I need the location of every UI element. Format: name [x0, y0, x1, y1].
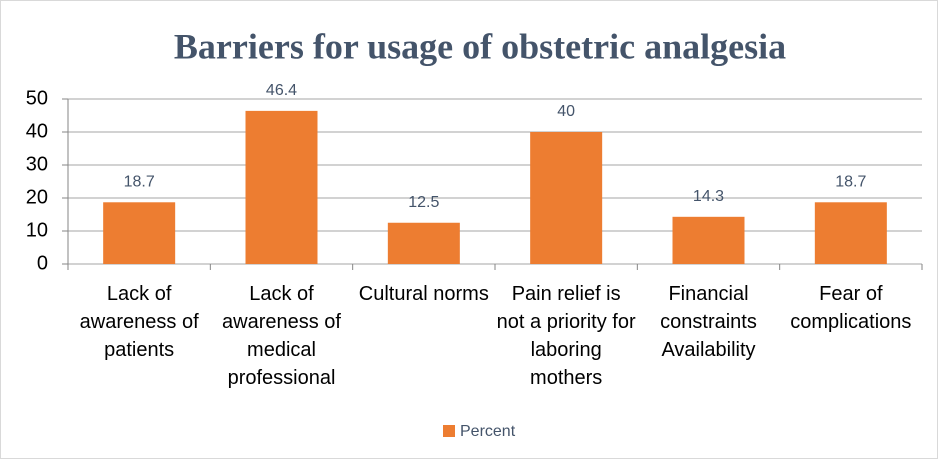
x-tick-label: Lack of awareness of medical professiona… [222, 283, 341, 389]
data-label: 18.7 [124, 174, 155, 191]
x-tick-label: Lack of awareness of patients [79, 283, 199, 361]
y-tick-label: 40 [26, 120, 48, 142]
y-tick-label: 30 [26, 153, 48, 175]
bar [387, 222, 460, 264]
x-tick-label: Pain relief is not a priority for labori… [496, 283, 636, 389]
data-label: 46.4 [266, 82, 297, 99]
data-label: 14.3 [693, 188, 724, 205]
data-label: 40 [557, 103, 575, 120]
bar [814, 202, 887, 264]
x-tick-label: Fear of complications [790, 283, 912, 333]
legend-label: Percent [460, 423, 516, 440]
y-tick-label: 0 [37, 252, 48, 274]
bar [245, 110, 318, 264]
bar [672, 216, 745, 264]
y-tick-label: 10 [26, 219, 48, 241]
data-label: 18.7 [835, 174, 866, 191]
legend-swatch [443, 425, 455, 437]
x-tick-label: Financial constraints Availability [660, 283, 757, 361]
chart-title: Barriers for usage of obstetric analgesi… [174, 26, 786, 66]
y-tick-label: 50 [26, 87, 48, 109]
bar [103, 202, 176, 264]
bar [530, 132, 603, 264]
y-tick-label: 20 [26, 186, 48, 208]
data-label: 12.5 [408, 194, 439, 211]
x-tick-label: Cultural norms [358, 283, 489, 305]
